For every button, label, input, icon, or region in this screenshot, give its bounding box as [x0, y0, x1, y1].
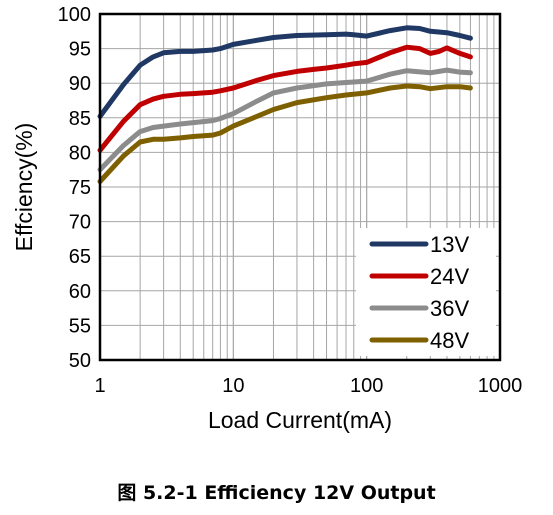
legend-label-13v: 13V: [430, 232, 469, 257]
legend-box: [356, 228, 496, 356]
y-tick-label: 95: [69, 39, 91, 61]
y-tick-label: 65: [69, 246, 91, 268]
y-tick-label: 90: [69, 73, 91, 95]
figure-caption: 图 5.2-1 Efficiency 12V Output: [117, 482, 436, 504]
x-axis-title: Load Current(mA): [208, 407, 392, 433]
y-axis-title: Effciency(%): [11, 123, 37, 252]
y-tick-label: 100: [58, 4, 91, 26]
y-tick-label: 60: [69, 281, 91, 303]
y-tick-label: 75: [69, 177, 91, 199]
x-tick-label: 100: [350, 375, 383, 397]
legend-label-48v: 48V: [430, 328, 469, 353]
series-lines: [97, 25, 473, 184]
legend-label-36v: 36V: [430, 296, 469, 321]
y-tick-label: 50: [69, 350, 91, 372]
x-tick-label: 1: [94, 375, 105, 397]
x-tick-label: 1000: [478, 375, 523, 397]
y-tick-label: 85: [69, 108, 91, 130]
legend-label-24v: 24V: [430, 264, 469, 289]
y-tick-label: 55: [69, 315, 91, 337]
legend: 13V 24V 36V 48V: [356, 228, 496, 356]
efficiency-chart: 50 55 60 65 70 75 80 85 90 95 100 1 10 100 1000 13V 24V…: [11, 4, 523, 433]
series-line-48v: [97, 83, 473, 184]
plot-frame: [98, 12, 502, 362]
series-line-24v: [97, 44, 473, 153]
y-tick-label: 80: [69, 142, 91, 164]
series-line-13v: [97, 25, 473, 119]
tick-labels: 50 55 60 65 70 75 80 85 90 95 100 1 10 100 1000: [58, 4, 523, 397]
y-tick-label: 70: [69, 212, 91, 234]
series-line-36v: [97, 67, 473, 173]
x-tick-label: 10: [222, 375, 244, 397]
